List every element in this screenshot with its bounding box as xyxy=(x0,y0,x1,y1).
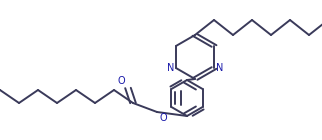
Text: N: N xyxy=(167,63,174,73)
Text: O: O xyxy=(160,113,167,123)
Text: N: N xyxy=(216,63,223,73)
Text: O: O xyxy=(117,76,125,86)
